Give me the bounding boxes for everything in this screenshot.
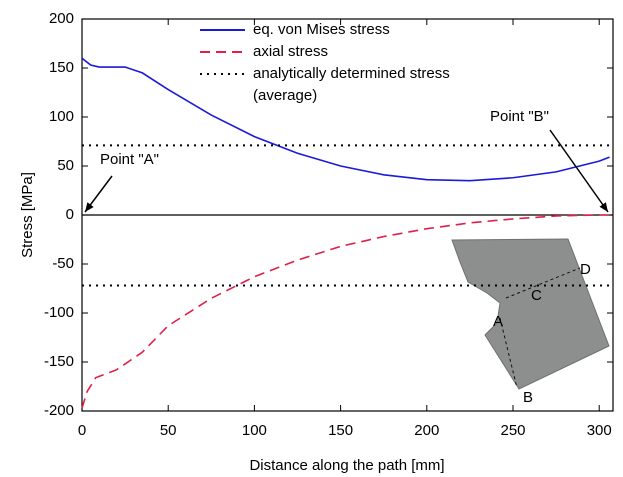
x-axis-label: Distance along the path [mm] — [249, 457, 444, 474]
y-tick-label: 100 — [49, 108, 74, 125]
legend-label: analytically determined stress — [253, 65, 450, 82]
annotation-arrowhead — [600, 202, 608, 212]
y-tick-label: -50 — [52, 255, 74, 272]
y-axis-label: Stress [MPa] — [19, 172, 36, 258]
x-tick-label: 100 — [242, 422, 267, 439]
y-tick-label: 200 — [49, 10, 74, 27]
y-tick-label: -200 — [44, 402, 74, 419]
annotation: Point "A" — [100, 151, 159, 168]
legend-label: (average) — [253, 87, 317, 104]
legend-label: eq. von Mises stress — [253, 21, 390, 38]
x-tick-label: 50 — [160, 422, 177, 439]
x-tick-label: 200 — [414, 422, 439, 439]
inset-label: B — [523, 389, 533, 406]
y-tick-label: 0 — [66, 206, 74, 223]
inset-label: C — [531, 287, 542, 304]
x-tick-label: 300 — [587, 422, 612, 439]
x-tick-label: 250 — [500, 422, 525, 439]
chart: A B C D Stress [MPa] Distance along the … — [0, 0, 623, 477]
y-tick-label: -150 — [44, 353, 74, 370]
inset-label: D — [580, 261, 591, 278]
y-tick-label: 150 — [49, 59, 74, 76]
y-tick-label: 50 — [57, 157, 74, 174]
inset-label: A — [493, 313, 503, 330]
annotation: Point "B" — [490, 108, 549, 125]
legend-label: axial stress — [253, 43, 328, 60]
y-tick-label: -100 — [44, 304, 74, 321]
annotation-arrowhead — [85, 202, 94, 212]
x-tick-label: 0 — [78, 422, 86, 439]
x-tick-label: 150 — [328, 422, 353, 439]
